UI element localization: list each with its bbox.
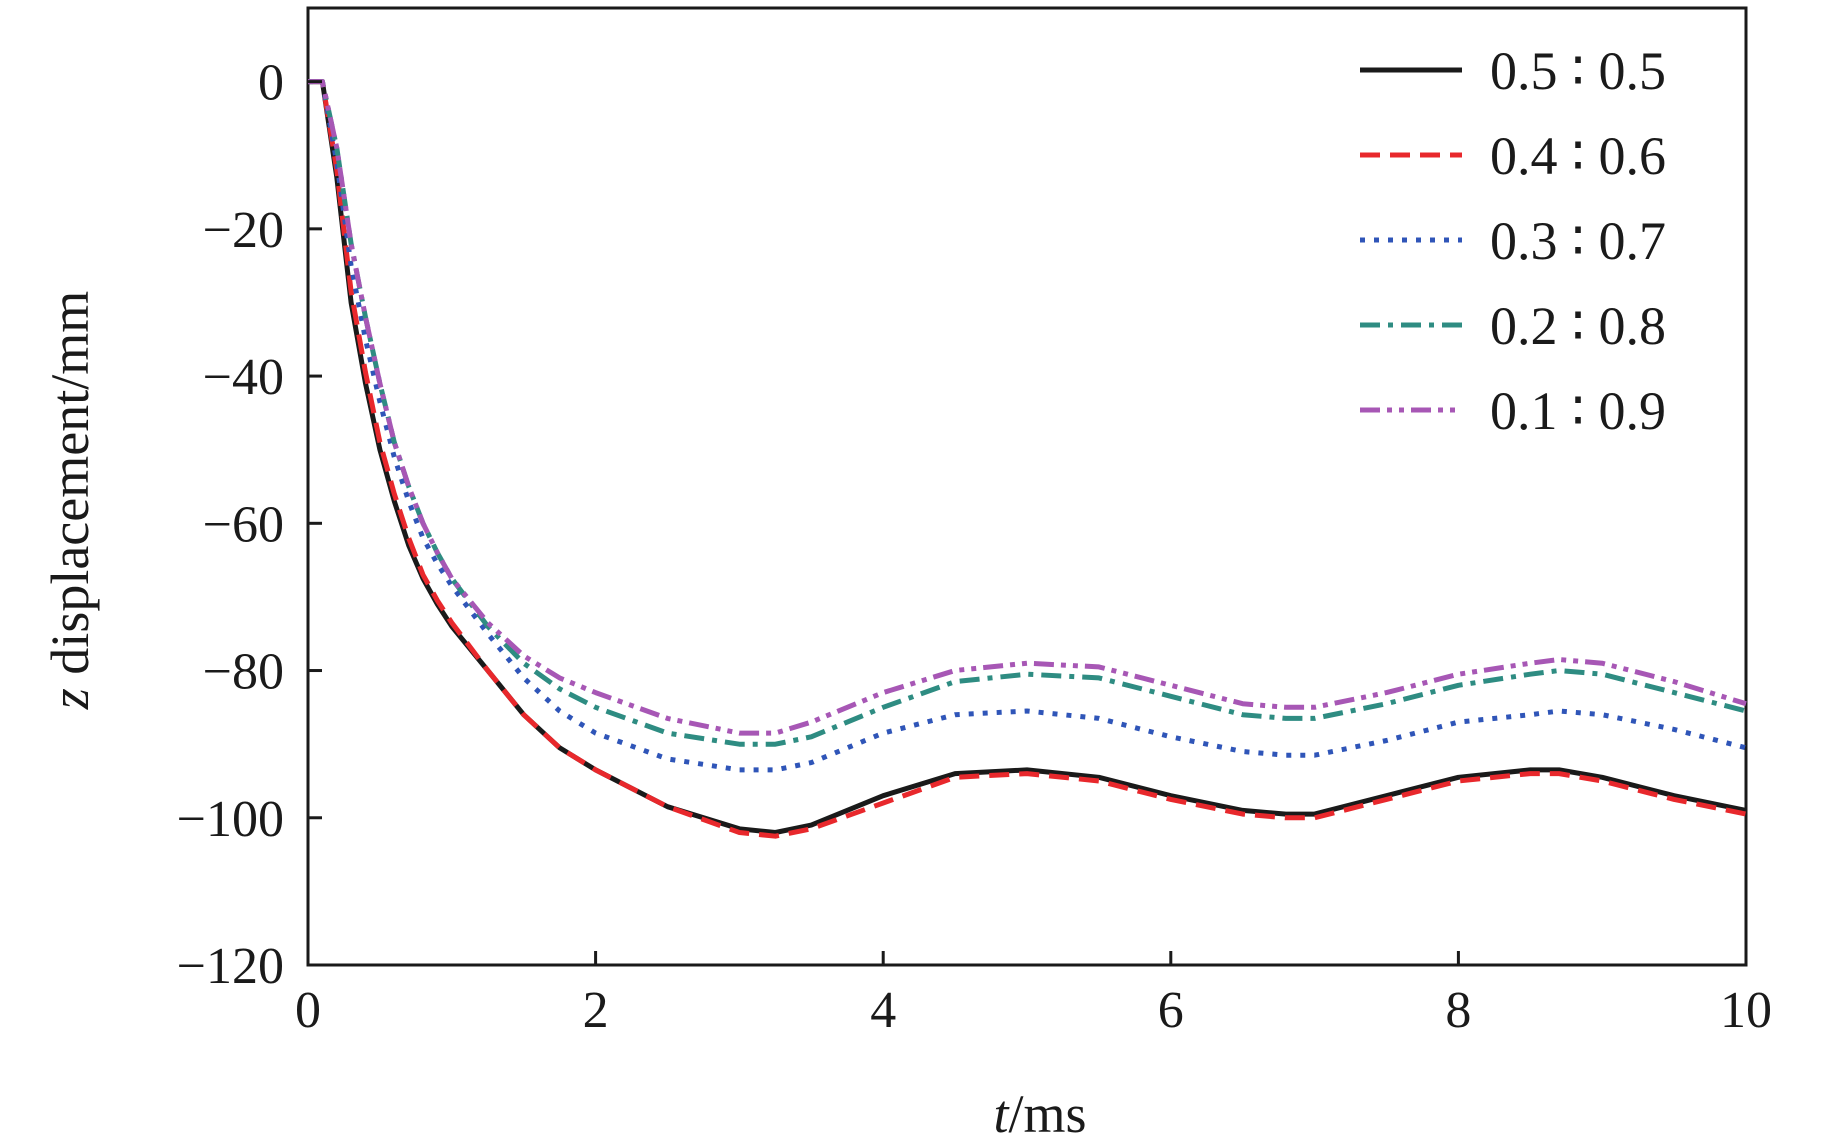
- y-tick-label: −20: [203, 202, 284, 259]
- x-tick-label: 4: [870, 982, 896, 1039]
- series-line-2: [308, 79, 1747, 839]
- plot-frame: [306, 6, 1748, 967]
- x-tick-label: 10: [1720, 982, 1772, 1039]
- series-line-4: [308, 79, 1747, 747]
- x-tick-label: 0: [295, 982, 321, 1039]
- y-tick-label: 0: [258, 55, 284, 112]
- plot-area: [306, 6, 1748, 967]
- legend-label-2: 0.4 ∶ 0.6: [1490, 126, 1666, 186]
- series-layer: [308, 79, 1747, 839]
- series-line-1: [308, 79, 1747, 835]
- y-tick-label: −40: [203, 349, 284, 406]
- y-tick-label: −100: [177, 791, 284, 848]
- legend-label-3: 0.3 ∶ 0.7: [1490, 211, 1666, 271]
- legend: 0.5 ∶ 0.5 0.4 ∶ 0.6 0.3 ∶ 0.7 0.2 ∶ 0.8 0.1 …: [1360, 41, 1666, 441]
- x-tick-label: 6: [1158, 982, 1184, 1039]
- legend-label-4: 0.2 ∶ 0.8: [1490, 296, 1666, 356]
- y-tick-label: −60: [203, 496, 284, 553]
- x-axis: 0 2 4 6 8 10: [295, 951, 1772, 1039]
- x-tick-label: 2: [583, 982, 609, 1039]
- series-line-3: [308, 79, 1747, 773]
- series-line-5: [308, 79, 1747, 736]
- y-axis-label: z displacement/mm: [40, 291, 100, 710]
- y-axis: 0 −20 −40 −60 −80 −100 −120: [177, 55, 322, 995]
- y-tick-label: −80: [203, 644, 284, 701]
- x-tick-label: 8: [1445, 982, 1471, 1039]
- x-axis-label: t/ms: [993, 1084, 1086, 1144]
- y-tick-label: −120: [177, 938, 284, 995]
- legend-label-1: 0.5 ∶ 0.5: [1490, 41, 1666, 101]
- legend-label-5: 0.1 ∶ 0.9: [1490, 381, 1666, 441]
